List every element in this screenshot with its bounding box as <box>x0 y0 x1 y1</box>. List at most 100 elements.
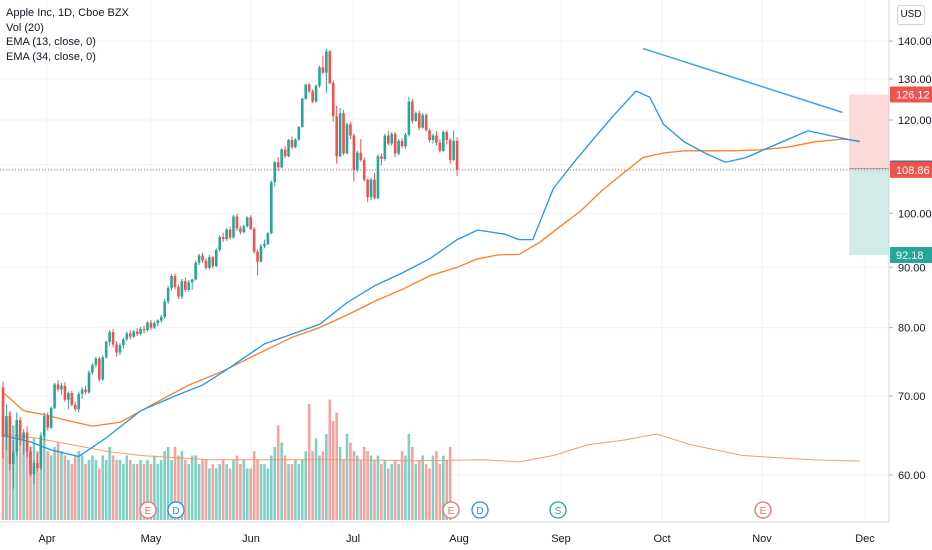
candle <box>414 111 418 122</box>
volume-bar <box>290 464 294 520</box>
event-marker-label: E <box>448 506 455 517</box>
volume-bar <box>118 459 122 520</box>
candle-body <box>452 140 455 160</box>
candle <box>218 235 222 252</box>
volume-bar <box>294 459 297 520</box>
candle <box>256 249 259 276</box>
volume-bar <box>283 455 287 520</box>
candle <box>111 328 115 348</box>
candle <box>80 387 84 399</box>
candle-body <box>60 385 63 390</box>
candle-body <box>159 316 163 321</box>
volume-bar <box>393 459 397 520</box>
candle-body <box>22 432 25 440</box>
volume-bar <box>232 459 235 520</box>
volume-bar <box>91 455 94 520</box>
candle <box>214 248 218 268</box>
candle <box>290 136 294 149</box>
volume-bar <box>135 464 139 520</box>
candle <box>36 453 39 472</box>
candle-body <box>201 255 204 261</box>
candle-body <box>290 140 294 148</box>
time-tick-label: Aug <box>449 533 469 545</box>
candle <box>335 105 338 164</box>
volume-bar <box>390 464 394 520</box>
volume-bar <box>180 451 184 520</box>
candle <box>73 401 77 412</box>
volume-bar <box>424 464 428 520</box>
volume-bar <box>159 459 163 520</box>
candle <box>170 274 173 291</box>
candle-body <box>321 67 325 73</box>
candle <box>431 133 435 144</box>
currency-button[interactable]: USD <box>897 5 925 25</box>
candle <box>180 278 184 299</box>
candle-body <box>170 275 173 289</box>
candle <box>132 330 136 338</box>
candle <box>421 113 424 129</box>
volume-bar <box>407 434 411 520</box>
candle-body <box>300 98 304 127</box>
candle <box>208 254 211 270</box>
candle-body <box>342 113 345 154</box>
candle-body <box>87 372 91 393</box>
candle <box>225 227 228 241</box>
candle-body <box>376 156 380 199</box>
volume-bar <box>101 455 105 520</box>
reward-zone <box>849 168 889 256</box>
candle <box>252 226 256 254</box>
candle <box>359 139 363 162</box>
candle-body <box>373 179 376 199</box>
candle-body <box>263 243 266 247</box>
volume-bar <box>431 455 435 520</box>
volume-bar <box>249 468 252 520</box>
candle <box>39 432 43 470</box>
candle-body <box>36 463 39 469</box>
risk-zone <box>849 94 889 169</box>
volume-bar <box>273 446 277 520</box>
candle-body <box>49 407 53 428</box>
event-marker <box>139 501 157 519</box>
candle-body <box>132 331 136 337</box>
candle <box>149 319 153 331</box>
volume-bar <box>177 455 180 520</box>
candle <box>349 121 352 140</box>
candle-body <box>77 393 80 410</box>
candle-body <box>214 249 218 267</box>
ema-13-label[interactable]: EMA (13, close, 0) <box>6 36 96 48</box>
candle <box>452 130 455 161</box>
volume-bar <box>197 464 201 520</box>
volume-bar <box>53 446 56 520</box>
candle-body <box>67 393 70 400</box>
volume-bar <box>108 446 111 520</box>
candle-body <box>104 341 108 358</box>
price-tick-label: 140.00 <box>898 36 932 48</box>
volume-bar <box>325 434 328 520</box>
price-tick-label: 80.00 <box>898 323 926 335</box>
candle-body <box>156 320 160 324</box>
time-tick-label: May <box>141 533 162 545</box>
candle-body <box>311 91 314 102</box>
ema-34-label[interactable]: EMA (34, close, 0) <box>6 50 96 63</box>
candle <box>190 278 194 290</box>
candle <box>12 440 15 489</box>
candle-body <box>108 332 111 342</box>
volume-bar <box>300 459 304 520</box>
volume-bar <box>49 455 53 520</box>
volume-bar <box>111 455 115 520</box>
symbol-title[interactable]: Apple Inc, 1D, Cboe BZX <box>6 7 129 19</box>
price-label-box <box>890 161 932 178</box>
candle <box>87 370 91 394</box>
volume-bar <box>25 442 29 520</box>
volume-bar <box>448 446 452 520</box>
event-marker <box>549 501 567 519</box>
volume-bar <box>259 464 263 520</box>
candle-body <box>70 393 74 405</box>
candle <box>270 180 273 235</box>
volume-bar <box>331 421 335 520</box>
candle <box>15 412 19 457</box>
candle <box>321 55 325 75</box>
volume-indicator-label[interactable]: Vol (20) <box>6 21 44 34</box>
